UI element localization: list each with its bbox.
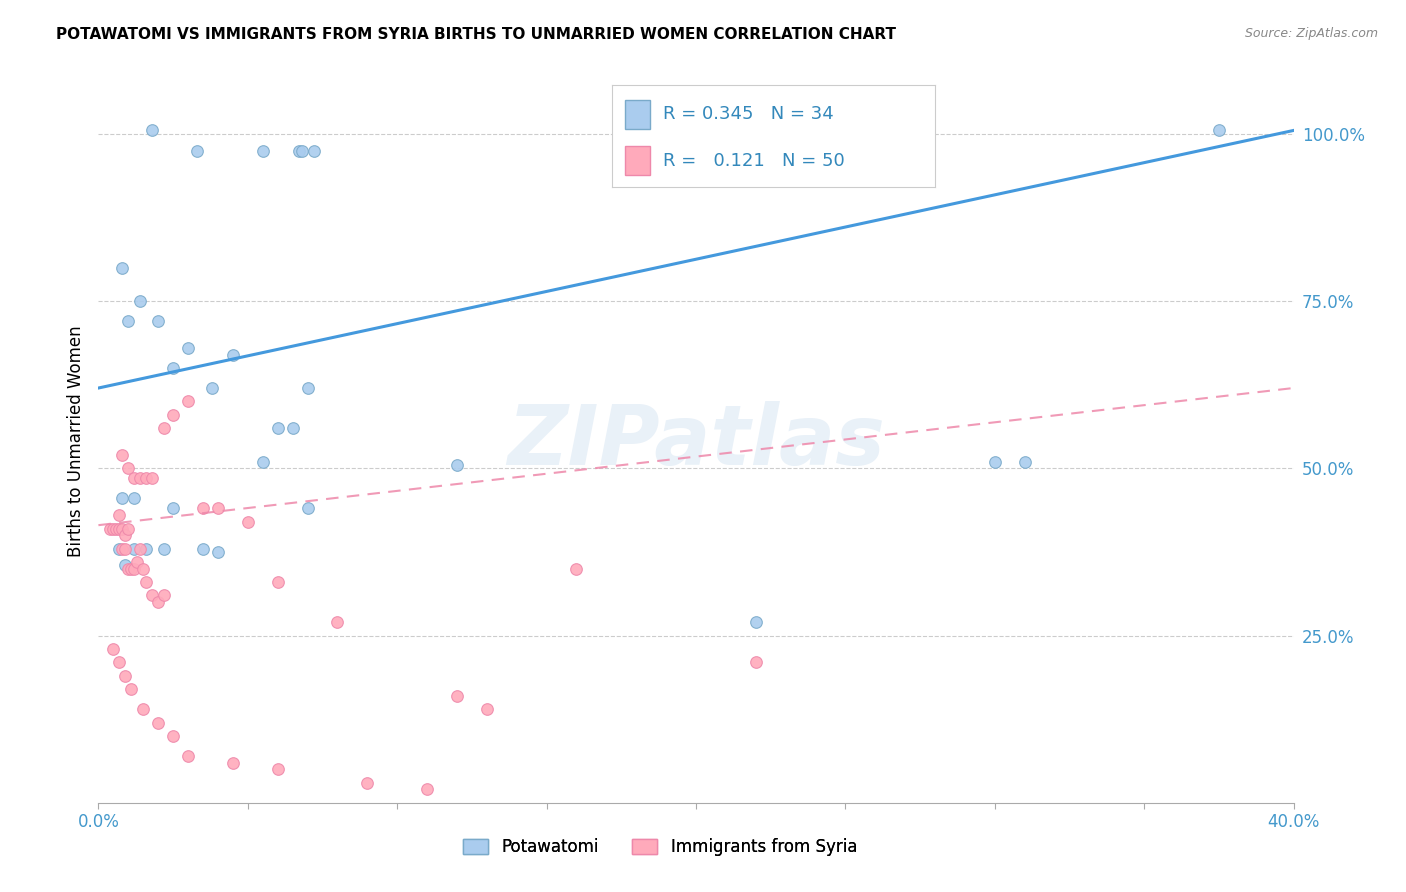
- Point: [177, 341, 200, 355]
- Point: [117, 461, 139, 475]
- Point: [120, 562, 142, 576]
- Point: [111, 541, 134, 556]
- Point: [117, 521, 139, 535]
- Point: [302, 144, 325, 158]
- Point: [124, 491, 146, 506]
- Point: [103, 521, 125, 535]
- Point: [124, 541, 146, 556]
- Point: [153, 589, 176, 603]
- Point: [252, 144, 274, 158]
- Point: [108, 655, 131, 669]
- Point: [108, 508, 131, 523]
- Point: [141, 471, 163, 485]
- Point: [475, 702, 498, 716]
- Point: [120, 681, 142, 696]
- Point: [141, 123, 163, 137]
- Point: [162, 408, 184, 422]
- Point: [103, 642, 125, 657]
- Text: POTAWATOMI VS IMMIGRANTS FROM SYRIA BIRTHS TO UNMARRIED WOMEN CORRELATION CHART: POTAWATOMI VS IMMIGRANTS FROM SYRIA BIRT…: [56, 27, 896, 42]
- Point: [111, 260, 134, 275]
- Point: [191, 541, 214, 556]
- Point: [111, 448, 134, 462]
- Point: [207, 501, 229, 516]
- Point: [186, 144, 208, 158]
- Point: [745, 615, 768, 630]
- Point: [207, 545, 229, 559]
- Point: [356, 776, 378, 790]
- Legend: Potawatomi, Immigrants from Syria: Potawatomi, Immigrants from Syria: [457, 831, 863, 863]
- Point: [326, 615, 349, 630]
- Point: [148, 595, 170, 609]
- Point: [162, 729, 184, 743]
- Point: [297, 501, 319, 516]
- Point: [297, 381, 319, 395]
- Point: [162, 501, 184, 516]
- Point: [1208, 123, 1230, 137]
- Point: [148, 715, 170, 730]
- Point: [446, 458, 468, 472]
- Point: [1014, 455, 1036, 469]
- Point: [267, 762, 290, 776]
- Point: [141, 589, 163, 603]
- Point: [267, 421, 290, 435]
- Point: [114, 669, 136, 683]
- Point: [267, 575, 290, 590]
- Point: [129, 294, 152, 309]
- Point: [114, 541, 136, 556]
- Point: [416, 782, 439, 797]
- Point: [132, 702, 155, 716]
- Point: [162, 361, 184, 376]
- Point: [114, 558, 136, 573]
- Point: [117, 562, 139, 576]
- Point: [124, 562, 146, 576]
- Point: [124, 471, 146, 485]
- Point: [117, 314, 139, 328]
- Point: [222, 348, 245, 362]
- Text: R =   0.121   N = 50: R = 0.121 N = 50: [664, 152, 845, 169]
- Point: [252, 455, 274, 469]
- Point: [177, 749, 200, 764]
- Point: [281, 421, 304, 435]
- Point: [129, 471, 152, 485]
- Text: R = 0.345   N = 34: R = 0.345 N = 34: [664, 105, 834, 123]
- Point: [98, 521, 122, 535]
- Point: [135, 541, 157, 556]
- Point: [127, 555, 149, 569]
- Point: [153, 421, 176, 435]
- FancyBboxPatch shape: [624, 146, 651, 175]
- Point: [287, 144, 309, 158]
- Text: Source: ZipAtlas.com: Source: ZipAtlas.com: [1244, 27, 1378, 40]
- Point: [236, 515, 259, 529]
- FancyBboxPatch shape: [624, 100, 651, 128]
- Point: [114, 528, 136, 542]
- Point: [148, 314, 170, 328]
- Point: [105, 521, 128, 535]
- Y-axis label: Births to Unmarried Women: Births to Unmarried Women: [66, 326, 84, 558]
- Point: [129, 541, 152, 556]
- Point: [108, 521, 131, 535]
- Point: [111, 521, 134, 535]
- Point: [108, 541, 131, 556]
- Text: ZIPatlas: ZIPatlas: [508, 401, 884, 482]
- Point: [135, 471, 157, 485]
- Point: [201, 381, 224, 395]
- Point: [111, 491, 134, 506]
- Point: [984, 455, 1007, 469]
- Point: [191, 501, 214, 516]
- Point: [153, 541, 176, 556]
- Point: [222, 756, 245, 770]
- Point: [446, 689, 468, 703]
- Point: [132, 562, 155, 576]
- Point: [291, 144, 314, 158]
- Point: [745, 655, 768, 669]
- Point: [135, 575, 157, 590]
- Point: [565, 562, 588, 576]
- Point: [177, 394, 200, 409]
